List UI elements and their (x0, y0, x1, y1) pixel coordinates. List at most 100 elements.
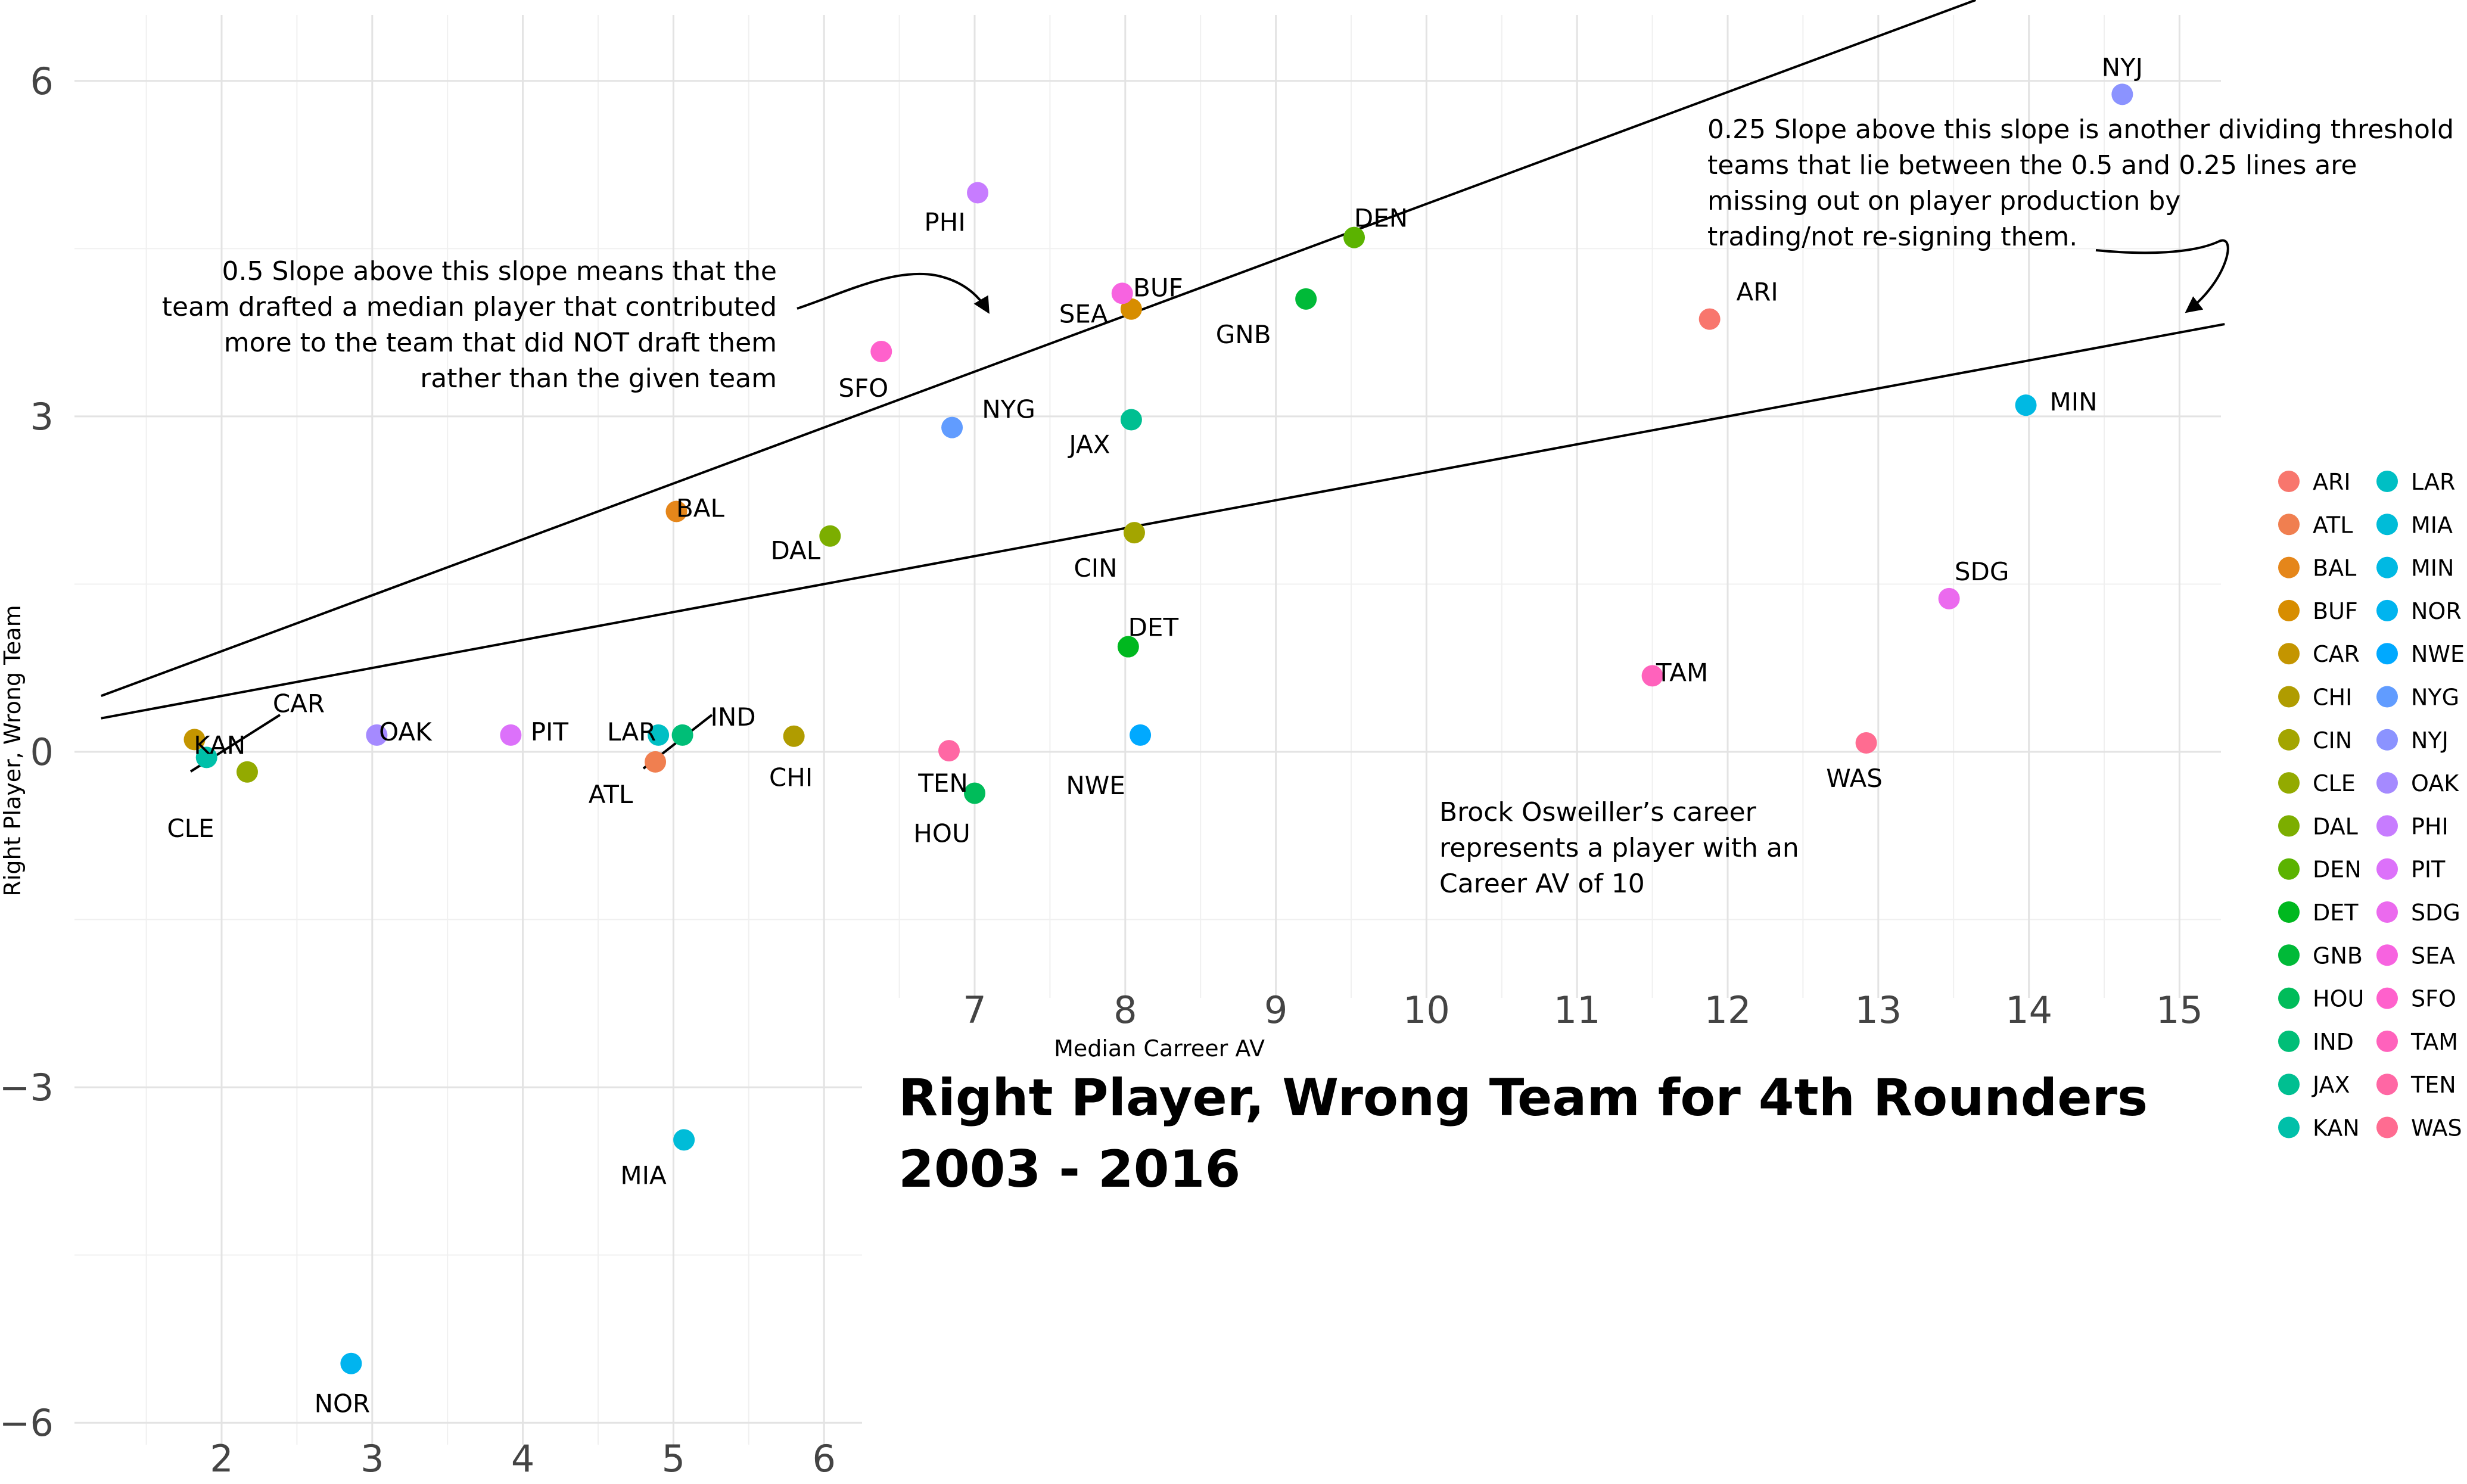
legend-label-sfo: SFO (2411, 986, 2456, 1012)
point-label-nyg: NYG (982, 395, 1035, 424)
legend-label-buf: BUF (2313, 598, 2358, 624)
legend-label-oak: OAK (2411, 770, 2459, 797)
legend-label-kan: KAN (2313, 1115, 2360, 1141)
annotation-half-slope-line-4: rather than the given team (420, 363, 777, 394)
x-tick-label: 10 (1403, 988, 1450, 1032)
legend-label-chi: CHI (2313, 685, 2352, 711)
annotation-osweiler-line-2: represents a player with an (1439, 833, 1799, 863)
legend-label-den: DEN (2313, 857, 2362, 883)
legend-label-cle: CLE (2313, 770, 2356, 797)
annotation-quarter-slope-line-1: 0.25 Slope above this slope is another d… (1707, 114, 2454, 145)
x-tick-label: 9 (1264, 988, 1287, 1032)
legend-swatch-ten (2376, 1074, 2398, 1096)
point-label-den: DEN (1354, 204, 1408, 233)
point-label-sdg: SDG (1955, 557, 2009, 586)
legend-label-car: CAR (2313, 641, 2360, 667)
point-sdg (1938, 587, 1960, 609)
point-ten (938, 740, 960, 762)
point-label-ari: ARI (1737, 278, 1778, 307)
legend-swatch-nor (2376, 599, 2398, 621)
point-label-oak: OAK (379, 717, 433, 746)
point-label-was: WAS (1826, 764, 1883, 793)
point-label-cle: CLE (167, 814, 214, 843)
x-axis-tick-labels: 2 3 4 5 6 7 8 9 10 11 12 13 14 15 (210, 988, 2203, 1480)
x-tick-label: 3 (360, 1437, 384, 1480)
legend-swatch-cle (2278, 772, 2300, 794)
point-chi (783, 725, 805, 747)
point-label-buf: BUF (1133, 273, 1183, 303)
legend-swatch-sdg (2376, 901, 2398, 923)
y-tick-label: −6 (0, 1401, 54, 1445)
legend-swatch-pit (2376, 858, 2398, 880)
legend-swatch-nyg (2376, 686, 2398, 708)
x-tick-label: 15 (2156, 988, 2203, 1032)
point-nyj (2111, 83, 2133, 105)
point-label-atl: ATL (589, 780, 633, 809)
point-cin (1123, 522, 1145, 544)
legend-label-was: WAS (2411, 1115, 2462, 1141)
point-lar (648, 724, 670, 746)
point-label-ten: TEN (917, 769, 968, 798)
legend-label-nyj: NYJ (2411, 727, 2449, 754)
point-nor (340, 1352, 362, 1374)
point-label-nor: NOR (315, 1389, 371, 1418)
legend-swatch-dal (2278, 815, 2300, 837)
point-mia (673, 1129, 695, 1151)
point-label-tam: TAM (1656, 658, 1708, 687)
x-tick-label: 11 (1554, 988, 1601, 1032)
legend-swatch-det (2278, 901, 2300, 923)
point-label-bal: BAL (676, 493, 725, 522)
point-label-nyj: NYJ (2102, 52, 2143, 82)
x-tick-label: 12 (1704, 988, 1752, 1032)
point-car (183, 729, 206, 751)
legend-swatch-car (2278, 643, 2300, 665)
legend-swatch-oak (2376, 772, 2398, 794)
point-ari (1698, 308, 1721, 330)
reference-line-slope-quarter (101, 323, 2225, 720)
y-axis-label: Right Player, Wrong Team (0, 605, 26, 896)
legend-label-tam: TAM (2410, 1029, 2458, 1055)
legend-swatch-mia (2376, 514, 2398, 536)
legend-label-min: MIN (2411, 555, 2454, 581)
annotation-osweiler-line-3: Career AV of 10 (1439, 869, 1645, 899)
legend-label-ari: ARI (2313, 469, 2351, 495)
point-label-sea: SEA (1059, 299, 1108, 328)
legend-swatch-cin (2278, 729, 2300, 751)
legend-label-phi: PHI (2411, 813, 2449, 839)
legend-label-cin: CIN (2313, 727, 2352, 754)
point-hou (964, 782, 985, 804)
annotation-half-slope-line-3: more to the team that did NOT draft them (224, 328, 777, 358)
annotation-quarter-slope-arrow (2095, 239, 2229, 313)
legend-label-nor: NOR (2411, 598, 2462, 624)
point-kan (195, 746, 217, 769)
point-label-hou: HOU (913, 819, 970, 848)
chart-title-line-1: Right Player, Wrong Team for 4th Rounder… (898, 1068, 2148, 1128)
x-tick-label: 6 (812, 1437, 835, 1480)
annotation-quarter-slope-line-2: teams that lie between the 0.5 and 0.25 … (1707, 150, 2357, 181)
annotation-quarter-slope-line-3: missing out on player production by (1707, 186, 2180, 216)
point-label-car: CAR (273, 689, 325, 718)
legend-label-mia: MIA (2411, 512, 2453, 538)
legend-swatch-nyj (2376, 729, 2398, 751)
point-oak (366, 724, 388, 746)
chart-title-line-2: 2003 - 2016 (898, 1140, 1240, 1199)
point-pit (500, 724, 522, 746)
legend-swatch-den (2278, 858, 2300, 880)
legend-label-gnb: GNB (2313, 942, 2363, 969)
y-axis-tick-labels: 6 3 0 −3 −6 (0, 60, 54, 1445)
point-ind (671, 724, 693, 746)
point-det (1117, 636, 1139, 658)
legend-label-pit: PIT (2411, 857, 2446, 883)
legend-label-sea: SEA (2411, 942, 2455, 969)
y-tick-label: 3 (30, 395, 54, 438)
annotation-half-slope-line-1: 0.5 Slope above this slope means that th… (222, 256, 777, 287)
point-label-lar: LAR (607, 717, 656, 746)
point-sea (1111, 282, 1133, 304)
point-dal (819, 525, 841, 547)
legend-label-ten: TEN (2410, 1072, 2456, 1098)
legend-label-ind: IND (2313, 1029, 2354, 1055)
title-panel (862, 998, 2247, 1484)
legend-label-sdg: SDG (2411, 900, 2460, 926)
reference-lines (101, 0, 2225, 720)
